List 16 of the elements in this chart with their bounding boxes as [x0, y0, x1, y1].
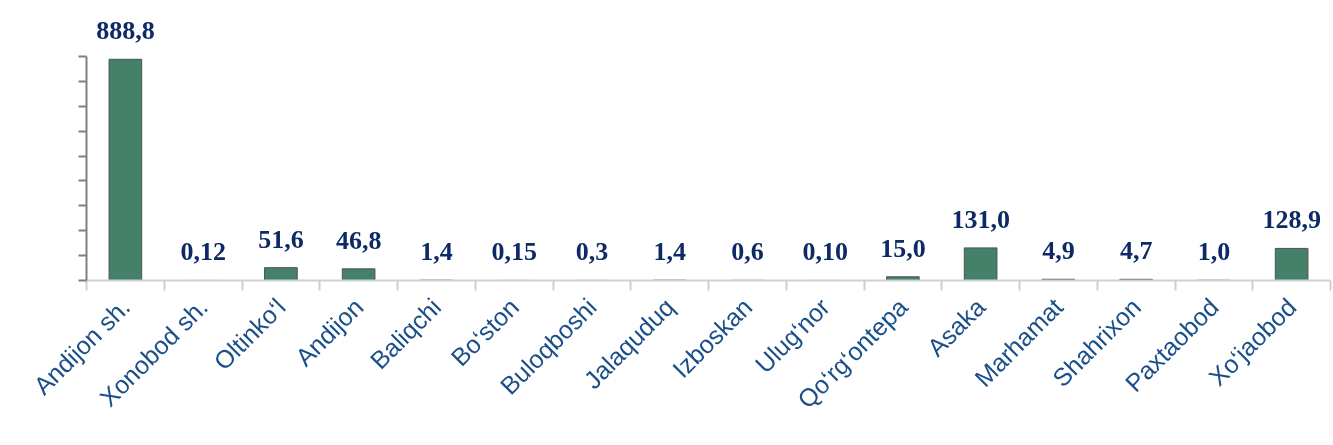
data-label: 131,0 — [951, 204, 1010, 234]
data-label: 1,0 — [1197, 237, 1231, 267]
data-label: 1,4 — [653, 237, 686, 267]
data-label: 15,0 — [880, 233, 926, 263]
data-label: 0,3 — [575, 237, 609, 267]
data-label: 0,6 — [731, 237, 764, 267]
data-label: 0,10 — [802, 237, 848, 267]
data-label: 46,8 — [335, 225, 382, 255]
data-label: 888,8 — [96, 16, 155, 46]
data-label: 0,12 — [180, 237, 226, 267]
data-label: 4,7 — [1119, 236, 1153, 266]
data-label: 51,6 — [258, 224, 304, 254]
data-label: 1,4 — [420, 237, 453, 267]
data-label: 128,9 — [1262, 205, 1321, 235]
data-label: 4,9 — [1042, 236, 1075, 266]
data-label: 0,15 — [491, 237, 537, 267]
